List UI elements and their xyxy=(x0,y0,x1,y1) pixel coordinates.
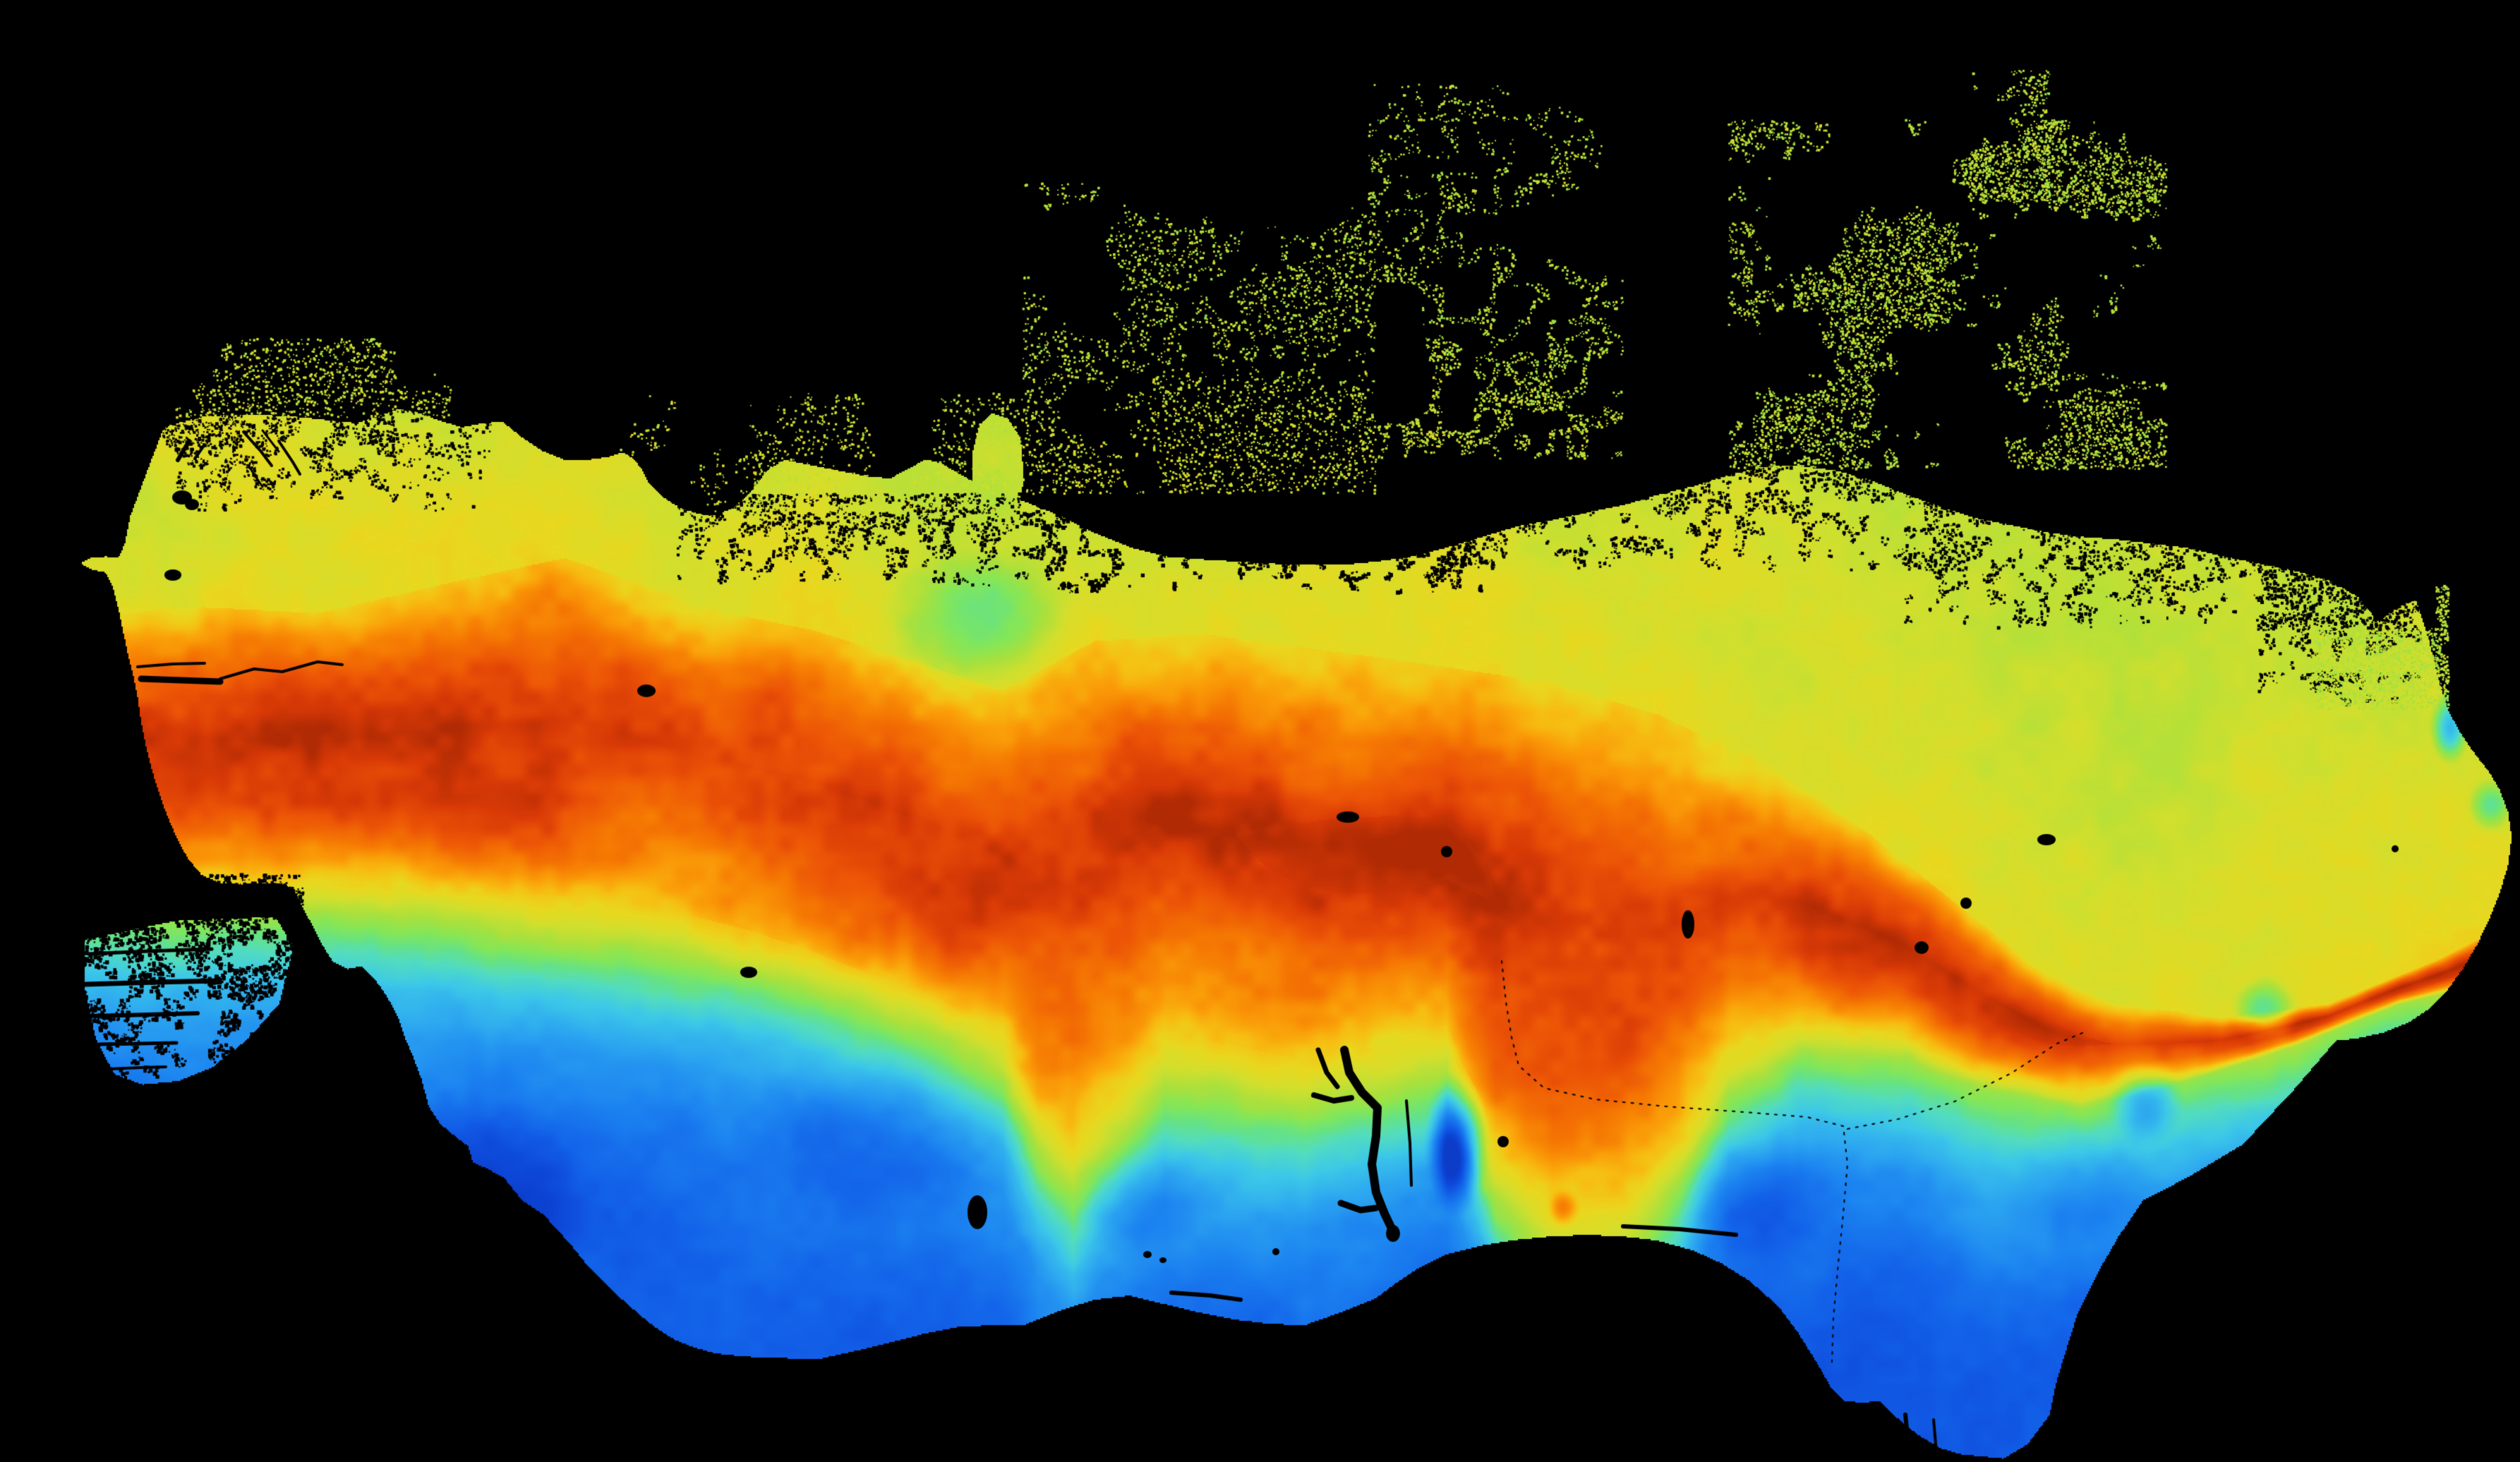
west-africa-raster-canvas xyxy=(0,0,2520,1462)
satellite-map-view xyxy=(0,0,2520,1462)
